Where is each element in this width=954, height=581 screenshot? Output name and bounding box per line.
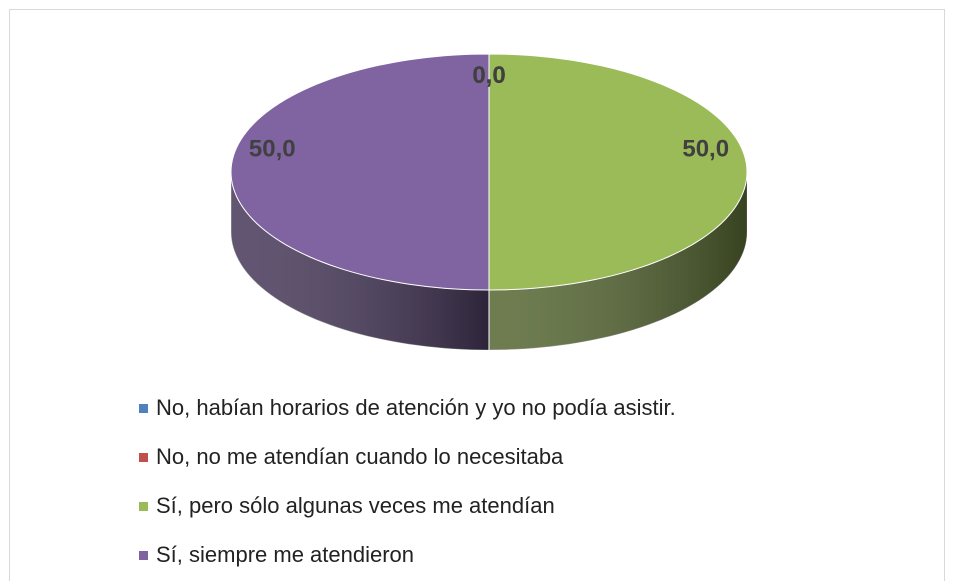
slice-side-gradient bbox=[489, 172, 747, 350]
legend-swatch bbox=[139, 453, 148, 462]
slice-top bbox=[230, 53, 490, 291]
legend-label: Sí, pero sólo algunas veces me atendían bbox=[156, 493, 555, 518]
legend-label: No, habían horarios de atención y yo no … bbox=[156, 395, 676, 420]
data-label: 0,0 bbox=[472, 62, 505, 89]
slice-top bbox=[488, 53, 748, 291]
slice-side-gradient bbox=[231, 172, 489, 350]
legend-swatch bbox=[139, 404, 148, 413]
legend-label: No, no me atendían cuando lo necesitaba bbox=[156, 444, 564, 469]
data-label: 0,0 bbox=[472, 62, 505, 89]
legend-label: Sí, siempre me atendieron bbox=[156, 542, 414, 567]
legend-swatch bbox=[139, 502, 148, 511]
data-label: 50,0 bbox=[249, 135, 296, 162]
data-label: 50,0 bbox=[682, 135, 729, 162]
legend-swatch bbox=[139, 551, 148, 560]
